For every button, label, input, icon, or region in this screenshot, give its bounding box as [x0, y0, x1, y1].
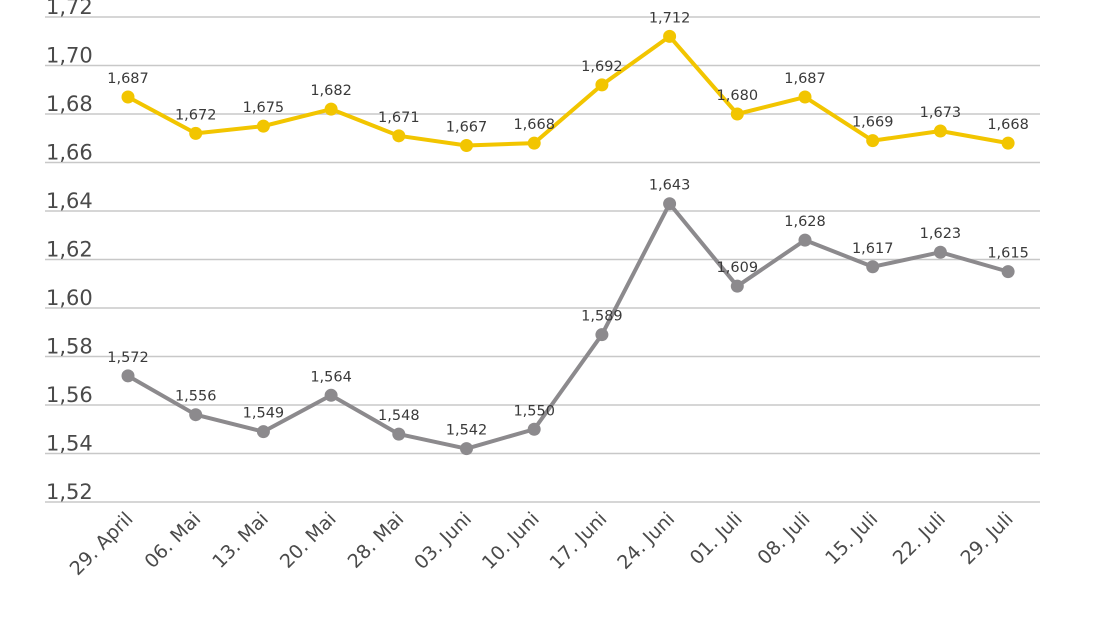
x-tick-label: 29. Juli — [956, 508, 1017, 569]
data-point — [527, 422, 541, 436]
y-axis-ticks: 1,52 1,54 1,56 1,58 1,60 1,62 1,64 1,66 1,68 1,70… — [46, 0, 93, 504]
data-point — [933, 124, 947, 138]
x-tick-label: 29. April — [66, 508, 138, 580]
data-point — [595, 78, 609, 92]
data-point — [460, 139, 473, 153]
x-tick-label: 20. Mai — [276, 508, 341, 573]
data-label: 1,550 — [513, 403, 555, 419]
data-point — [866, 260, 880, 274]
x-tick-label: 08. Juli — [753, 508, 814, 569]
data-label: 1,572 — [107, 350, 149, 366]
x-tick-label: 17. Juni — [546, 508, 612, 574]
y-tick-label: 1,58 — [46, 335, 93, 359]
data-point — [392, 129, 406, 143]
data-label: 1,687 — [784, 71, 826, 87]
data-label: 1,589 — [581, 309, 623, 325]
data-label: 1,628 — [784, 214, 826, 230]
data-label: 1,615 — [987, 246, 1029, 262]
data-label: 1,556 — [175, 389, 217, 405]
series-layer: 1,687 1,672 1,675 1,682 1,671 1,667 1,668 1,692… — [107, 10, 1029, 456]
data-point — [392, 427, 406, 441]
data-label: 1,548 — [378, 408, 420, 424]
x-tick-label: 01. Juli — [686, 508, 747, 569]
data-point — [1001, 265, 1015, 279]
data-point — [460, 442, 473, 456]
data-point — [121, 90, 135, 104]
y-tick-label: 1,52 — [46, 480, 93, 504]
data-label: 1,680 — [717, 88, 759, 104]
x-tick-label: 22. Juli — [889, 508, 950, 569]
data-label: 1,673 — [920, 105, 962, 121]
y-tick-label: 1,60 — [46, 286, 93, 310]
data-point — [189, 126, 203, 140]
series-line — [126, 201, 1011, 451]
y-tick-label: 1,72 — [46, 0, 93, 19]
x-axis-ticks: 29. April 06. Mai 13. Mai 20. Mai 28. Mai 03.… — [66, 508, 1018, 580]
data-point — [121, 369, 135, 383]
data-label: 1,542 — [446, 423, 488, 439]
data-label: 1,712 — [649, 10, 691, 26]
data-point — [663, 197, 677, 211]
grid-layer — [45, 16, 1040, 503]
data-label: 1,672 — [175, 107, 217, 123]
data-label: 1,692 — [581, 59, 623, 75]
data-point — [866, 134, 880, 148]
series-line — [126, 34, 1011, 148]
x-tick-label: 10. Juni — [478, 508, 544, 574]
data-point — [189, 408, 203, 422]
data-label: 1,549 — [243, 406, 285, 422]
data-label: 1,617 — [852, 241, 894, 257]
data-point — [527, 136, 541, 150]
data-point — [324, 102, 338, 116]
y-tick-label: 1,62 — [46, 238, 93, 262]
data-point — [324, 388, 338, 402]
y-tick-label: 1,68 — [46, 92, 93, 116]
y-tick-label: 1,64 — [46, 189, 93, 213]
data-point — [798, 233, 812, 247]
y-tick-label: 1,54 — [46, 432, 93, 456]
data-label: 1,643 — [649, 178, 691, 194]
y-tick-label: 1,66 — [46, 141, 93, 165]
data-point — [730, 279, 744, 293]
data-label: 1,671 — [378, 110, 420, 126]
data-label: 1,668 — [513, 117, 555, 133]
y-tick-label: 1,56 — [46, 383, 93, 407]
data-label: 1,667 — [446, 120, 488, 136]
x-tick-label: 28. Mai — [344, 508, 409, 573]
data-point — [595, 328, 609, 342]
data-label: 1,669 — [852, 115, 894, 131]
data-point — [933, 245, 947, 259]
data-point — [663, 29, 677, 43]
data-label: 1,609 — [717, 260, 759, 276]
data-label: 1,623 — [920, 226, 962, 242]
data-point — [256, 425, 270, 439]
x-tick-label: 03. Juni — [410, 508, 476, 574]
data-label: 1,564 — [310, 369, 352, 385]
data-label: 1,668 — [987, 117, 1029, 133]
x-tick-label: 15. Juli — [821, 508, 882, 569]
data-point — [1001, 136, 1015, 150]
data-label: 1,675 — [243, 100, 285, 116]
y-tick-label: 1,70 — [46, 44, 93, 68]
x-tick-label: 13. Mai — [208, 508, 273, 573]
data-point — [730, 107, 744, 121]
x-tick-label: 06. Mai — [140, 508, 205, 573]
series-0: 1,687 1,672 1,675 1,682 1,671 1,667 1,668 1,692… — [107, 10, 1029, 153]
data-point — [798, 90, 812, 104]
data-point — [256, 119, 270, 133]
data-label: 1,682 — [310, 83, 352, 99]
data-label: 1,687 — [107, 71, 149, 87]
x-tick-label: 24. Juni — [613, 508, 679, 574]
series-1: 1,572 1,556 1,549 1,564 1,548 1,542 1,550 1,589… — [107, 178, 1029, 456]
